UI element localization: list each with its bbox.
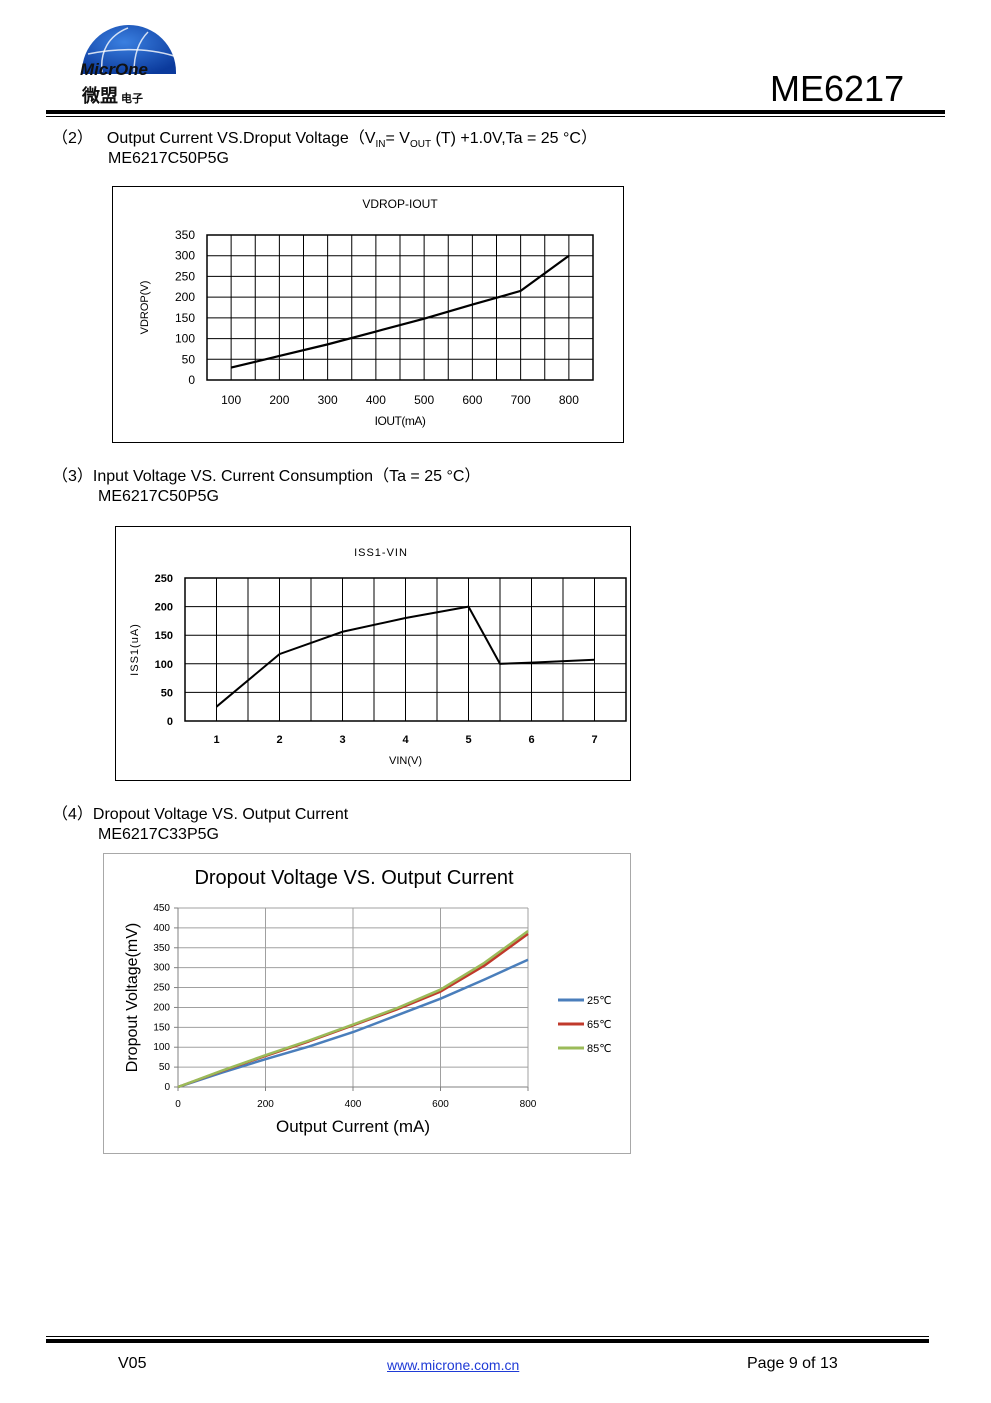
part-number: ME6217 — [770, 68, 905, 109]
chart-vdrop-iout: VDROP-IOUT 0 50 100 150 200 250 300 350 100 200 300… — [112, 186, 624, 443]
y-tick-label: 100 — [175, 332, 195, 346]
x-tick-label: 4 — [402, 734, 409, 746]
y-tick-label: 200 — [153, 1002, 170, 1013]
legend-label: 85℃ — [587, 1043, 612, 1055]
y-tick-label: 300 — [175, 249, 195, 263]
y-tick-label: 50 — [161, 687, 173, 699]
x-tick-label: 800 — [520, 1099, 537, 1110]
y-tick-label: 150 — [175, 311, 195, 325]
y-tick-label: 350 — [175, 228, 195, 242]
plot-border — [184, 577, 627, 722]
x-tick-label: 400 — [366, 393, 386, 407]
y-tick-label: 0 — [188, 373, 195, 387]
chart-dropout-vs-current-svg: Dropout Voltage VS. Output Current 0 50 100… — [124, 867, 612, 1136]
logo-mark-icon — [82, 25, 176, 74]
x-tick-label: 200 — [257, 1099, 274, 1110]
section-4-model: ME6217C33P5G — [98, 826, 219, 843]
x-tick-label: 400 — [345, 1099, 362, 1110]
y-tick-label: 0 — [164, 1082, 170, 1093]
section-3-model: ME6217C50P5G — [98, 488, 219, 505]
x-tick-label: 700 — [511, 393, 531, 407]
x-tick-label: 500 — [414, 393, 434, 407]
section-3-title: （3）Input Voltage VS. Current Consumption… — [52, 468, 481, 485]
y-tick-label: 450 — [153, 903, 170, 914]
x-tick-label: 800 — [559, 393, 579, 407]
series-line — [230, 254, 570, 369]
header-rule — [46, 110, 945, 114]
x-tick-label: 3 — [339, 734, 345, 746]
y-tick-label: 250 — [153, 983, 170, 994]
y-tick-label: 150 — [153, 1022, 170, 1033]
chart-iss1-vin: ISS1-VIN 0 50 100 150 200 250 1 2 3 4 5 6 7 VIN(V) ISS1… — [115, 526, 631, 781]
header-rule-thin — [46, 116, 945, 117]
company-logo: MicrOne 微盟 电子 — [78, 22, 182, 108]
y-axis-label: ISS1(uA) — [129, 623, 141, 676]
y-tick-label: 50 — [159, 1062, 171, 1073]
x-tick-label: 300 — [318, 393, 338, 407]
logo-text-cn: 微盟 电子 — [82, 86, 143, 107]
footer-rule-thick — [46, 1339, 929, 1343]
chart-title: ISS1-VIN — [354, 547, 408, 559]
x-axis-label: IOUT(mA) — [375, 414, 426, 428]
logo-text-en: MicrOne — [80, 60, 149, 79]
x-tick-label: 5 — [465, 734, 471, 746]
x-tick-label: 2 — [276, 734, 282, 746]
x-tick-label: 6 — [528, 734, 534, 746]
y-tick-label: 0 — [167, 716, 173, 728]
series-line-0 — [177, 958, 529, 1089]
x-axis-label: Output Current (mA) — [276, 1117, 430, 1136]
footer-rule — [46, 1336, 929, 1337]
footer-version: V05 — [118, 1355, 147, 1372]
y-axis-label: Dropout Voltage(mV) — [124, 923, 141, 1072]
plot-border — [206, 234, 594, 381]
x-tick-label: 1 — [213, 734, 219, 746]
chart-vdrop-iout-svg: VDROP-IOUT 0 50 100 150 200 250 300 350 100 200 300… — [139, 197, 594, 428]
section-2-title: （2） Output Current VS.Droput Voltage（VIN=… — [52, 130, 597, 151]
y-tick-label: 200 — [155, 602, 173, 614]
section-4-title: （4）Dropout Voltage VS. Output Current — [52, 806, 349, 823]
x-tick-label: 600 — [462, 393, 482, 407]
y-tick-label: 150 — [155, 630, 173, 642]
series-line-2 — [177, 930, 529, 1089]
footer-website-link[interactable]: www.microne.com.cn — [387, 1357, 520, 1373]
footer-page-number: Page 9 of 13 — [747, 1355, 838, 1372]
y-tick-label: 200 — [175, 290, 195, 304]
chart-dropout-vs-current: Dropout Voltage VS. Output Current 0 50 100… — [103, 853, 631, 1154]
y-tick-label: 400 — [153, 923, 170, 934]
legend-label: 65℃ — [587, 1019, 612, 1031]
x-tick-label: 100 — [221, 393, 241, 407]
y-tick-label: 350 — [153, 943, 170, 954]
legend-label: 25℃ — [587, 995, 612, 1007]
y-axis-label: VDROP(V) — [139, 281, 151, 335]
y-tick-label: 250 — [155, 573, 173, 585]
chart-title: VDROP-IOUT — [362, 197, 438, 211]
x-axis-label: VIN(V) — [389, 755, 422, 767]
y-tick-label: 100 — [153, 1042, 170, 1053]
y-tick-label: 250 — [175, 269, 195, 283]
y-tick-label: 50 — [182, 352, 196, 366]
x-tick-label: 600 — [432, 1099, 449, 1110]
chart-title: Dropout Voltage VS. Output Current — [194, 867, 514, 889]
x-tick-label: 200 — [269, 393, 289, 407]
series-line — [215, 605, 595, 708]
x-tick-label: 7 — [591, 734, 597, 746]
section-2-model: ME6217C50P5G — [108, 150, 229, 167]
y-tick-label: 300 — [153, 963, 170, 974]
chart-iss1-vin-svg: ISS1-VIN 0 50 100 150 200 250 1 2 3 4 5 6 7 VIN(V) ISS1… — [129, 547, 627, 767]
x-tick-label: 0 — [175, 1099, 181, 1110]
y-tick-label: 100 — [155, 659, 173, 671]
